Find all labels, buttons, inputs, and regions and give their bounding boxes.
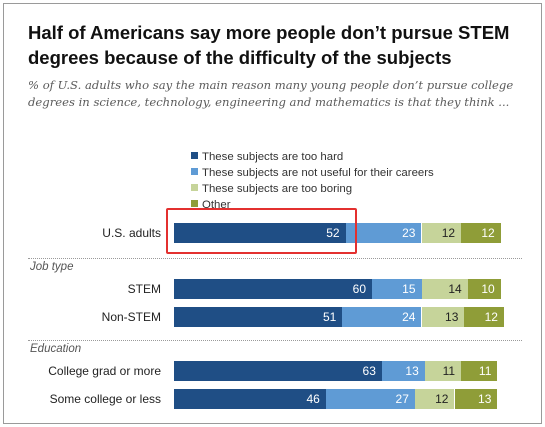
bar-segment: 27 [325,389,415,409]
chart-frame: Half of Americans say more people don’t … [3,3,542,424]
bar-segment: 46 [174,389,326,409]
bar-segment: 12 [464,307,504,327]
chart-title: Half of Americans say more people don’t … [28,22,510,68]
row-label: Some college or less [49,392,161,406]
bar-segment: 11 [461,361,498,381]
bar-segment: 12 [421,223,462,243]
bar-segment: 12 [461,223,501,243]
row-label: Non-STEM [101,310,161,324]
legend-item: These subjects are too hard [191,149,434,165]
legend-item: These subjects are too boring [191,181,434,197]
chart-legend: These subjects are too hard These subject… [191,149,434,213]
group-divider [28,258,522,259]
bar-segment: 63 [174,361,382,381]
group-label: Education [30,343,82,355]
legend-label: These subjects are too boring [202,183,353,195]
legend-swatch [191,184,198,192]
group-divider [28,340,522,341]
bar-segment: 14 [421,279,468,299]
bar-segment: 51 [174,307,343,327]
bar-segment: 60 [174,279,372,299]
bar-segment: 15 [372,279,422,299]
bar-segment: 23 [345,223,422,243]
bar-segment: 13 [454,389,498,409]
bar-segment: 10 [467,279,501,299]
legend-swatch [191,168,198,176]
legend-swatch [191,200,198,208]
chart-subtitle: % of U.S. adults who say the main reason… [28,78,514,109]
bar-segment: 52 [174,223,346,243]
legend-label: These subjects are too hard [202,151,344,163]
bar-segment: 12 [414,389,455,409]
highlight-box [166,208,357,254]
bar-segment: 13 [421,307,465,327]
legend-swatch [191,152,198,160]
group-label: Job type [30,261,74,273]
row-label: College grad or more [48,364,161,378]
bar-segment: 11 [424,361,462,381]
row-label: U.S. adults [102,226,161,240]
row-label: STEM [127,282,161,296]
bar-segment: 24 [342,307,422,327]
legend-label: These subjects are not useful for their … [202,167,434,179]
bar-segment: 13 [381,361,425,381]
legend-item: These subjects are not useful for their … [191,165,434,181]
